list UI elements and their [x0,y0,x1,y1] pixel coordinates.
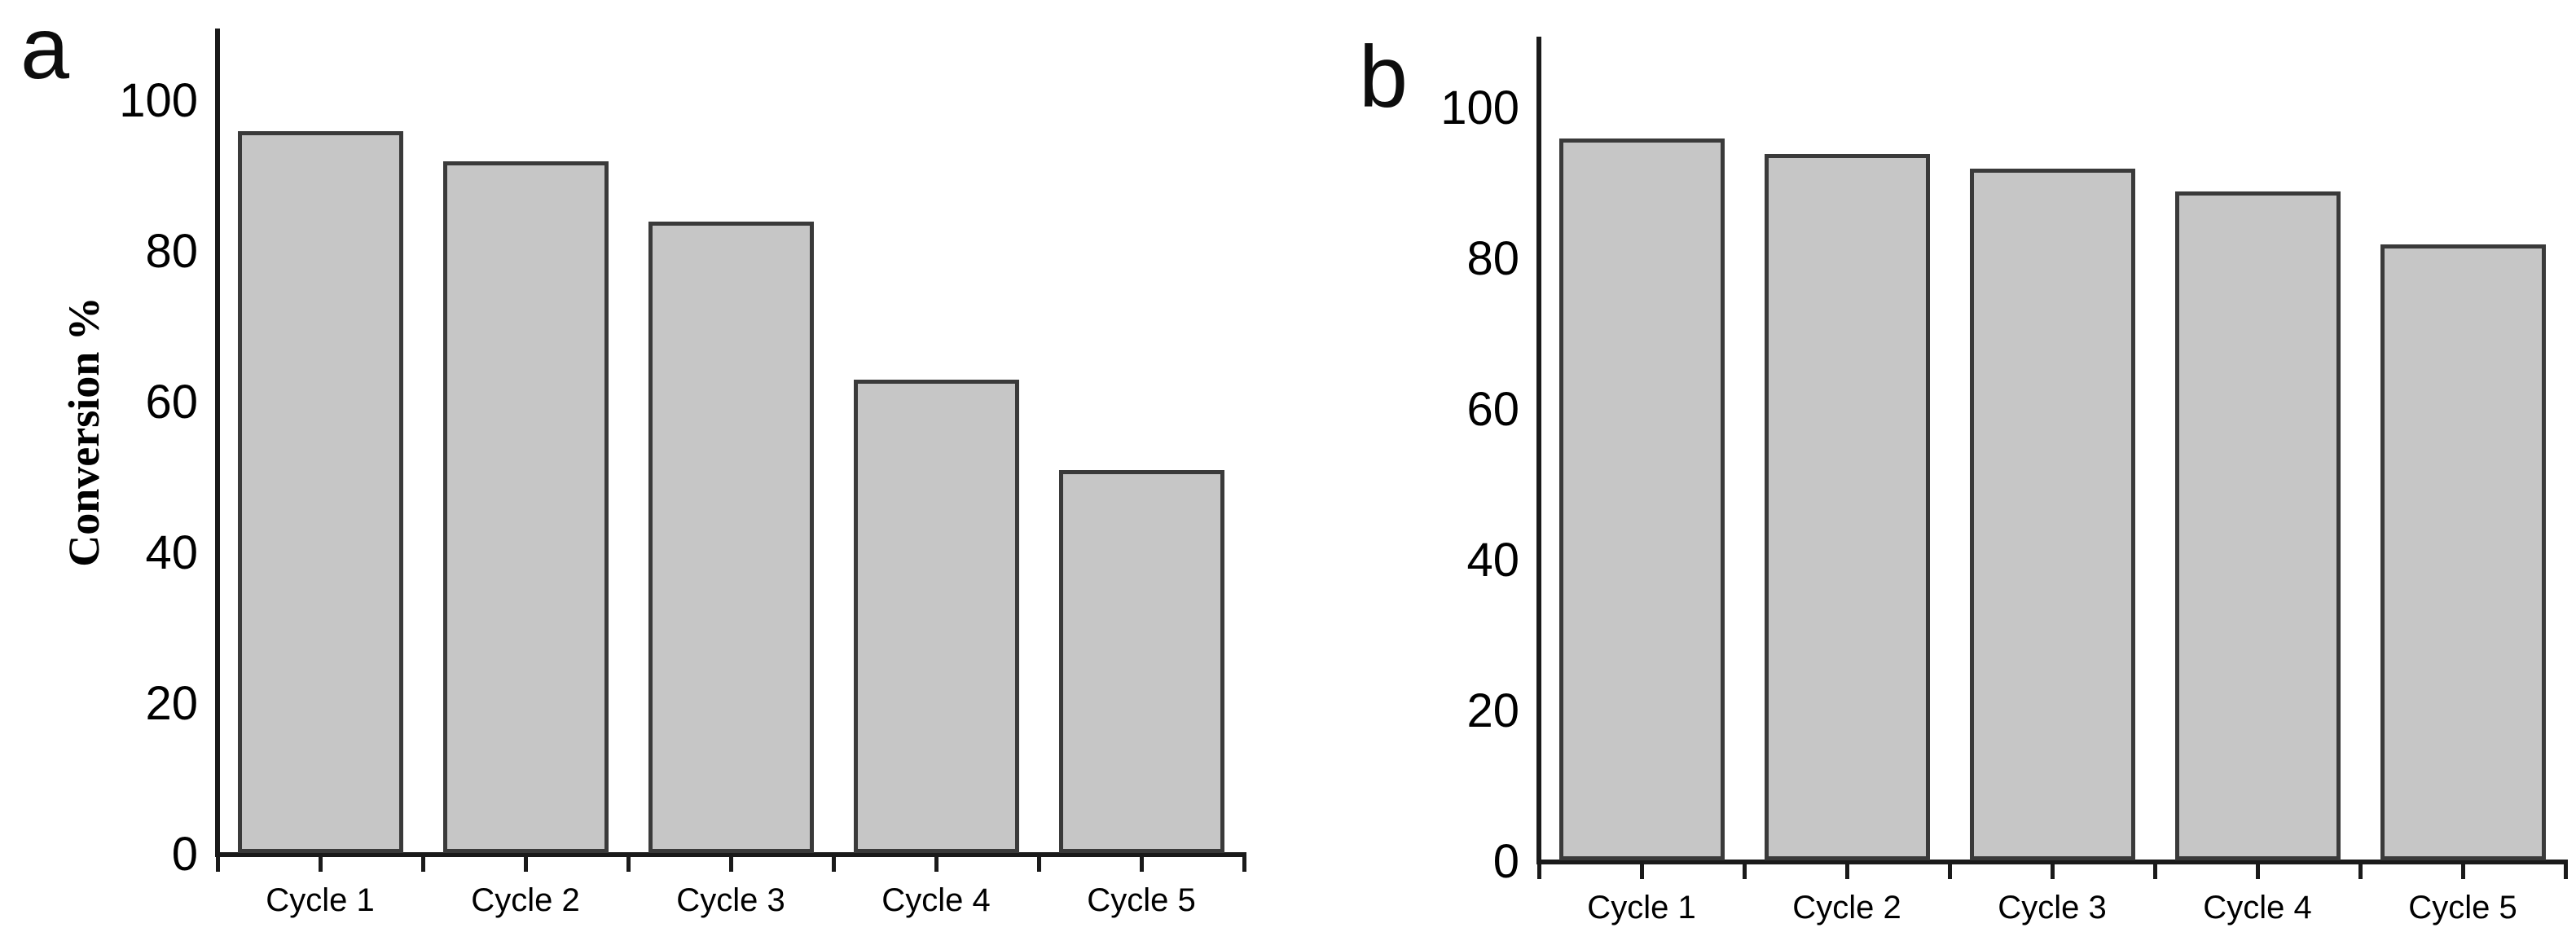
x-tick-label: Cycle 2 [471,882,580,918]
x-tick-label: Cycle 3 [676,882,785,918]
x-tick-label: Cycle 4 [2203,890,2312,926]
bar-cycle-3 [1969,169,2135,860]
y-tick-label: 100 [119,74,198,127]
y-axis-line [1536,37,1541,864]
x-tick-mark [2563,864,2568,879]
x-tick-mark [2358,864,2363,879]
x-tick-mark [1036,857,1041,872]
panel-b-label: b [1359,27,1409,125]
panel-a-label: a [20,0,70,97]
y-tick-label: 60 [145,376,198,429]
x-tick-mark [2460,864,2465,879]
bar-cycle-2 [1764,153,1930,860]
y-tick-label: 20 [1466,684,1519,737]
x-tick-mark [1536,864,1541,879]
x-tick-label: Cycle 5 [2408,890,2517,926]
x-tick-label: Cycle 1 [266,882,375,918]
x-tick-label: Cycle 5 [1087,882,1196,918]
bar-cycle-5 [2380,244,2546,860]
x-tick-label: Cycle 1 [1587,890,1696,926]
x-tick-label: Cycle 4 [881,882,991,918]
y-tick-label: 0 [1492,835,1519,888]
y-tick-label: 80 [145,225,198,278]
bar-cycle-3 [648,222,814,853]
x-axis-line [1536,860,2568,864]
x-tick-mark [934,857,939,872]
y-tick-label: 40 [145,526,198,579]
x-axis-line [215,852,1246,857]
x-tick-mark [1639,864,1644,879]
x-tick-mark [831,857,836,872]
y-tick-label: 80 [1466,232,1519,285]
y-tick-label: 100 [1440,81,1519,134]
x-tick-label: Cycle 2 [1792,890,1901,926]
bar-cycle-5 [1058,470,1224,853]
bar-cycle-1 [1558,139,1725,860]
x-tick-mark [1844,864,1849,879]
bar-cycle-4 [853,380,1019,853]
x-tick-mark [318,857,323,872]
y-tick-label: 60 [1466,383,1519,436]
x-tick-mark [728,857,733,872]
y-tick-label: 20 [145,677,198,730]
bar-cycle-2 [442,161,609,853]
x-tick-mark [1947,864,1952,879]
x-tick-mark [1742,864,1747,879]
x-tick-mark [1242,857,1246,872]
x-tick-mark [215,857,220,872]
bar-cycle-1 [237,131,403,853]
y-axis-title: Conversion % [59,297,108,567]
x-tick-mark [1139,857,1144,872]
x-tick-mark [420,857,425,872]
y-tick-label: 40 [1466,534,1519,587]
x-tick-mark [2255,864,2260,879]
bar-cycle-4 [2174,191,2341,860]
x-tick-label: Cycle 3 [1998,890,2107,926]
x-tick-mark [2152,864,2157,879]
y-tick-label: 0 [171,828,198,881]
x-tick-mark [523,857,528,872]
x-tick-mark [2050,864,2055,879]
x-tick-mark [626,857,631,872]
y-axis-line [215,29,220,857]
